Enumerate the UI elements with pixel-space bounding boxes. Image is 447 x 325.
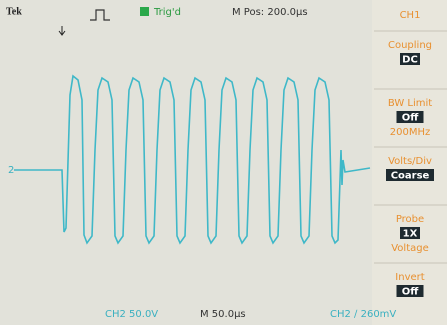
timebase: M 50.0µs — [200, 309, 246, 320]
menu-label: Coupling — [388, 40, 432, 51]
position: M Pos: 200.0µs — [232, 7, 308, 18]
channel-marker: 2 — [8, 165, 14, 176]
menu-value: 1X — [403, 229, 418, 240]
menu-channel: CH1 — [400, 10, 421, 21]
status-light — [140, 7, 149, 16]
scope-screen: Tek Trig'd M Pos: 200.0µs 2 CH1 Coupling… — [0, 0, 447, 325]
trigger-setting: CH2 ∕ 260mV — [330, 309, 396, 320]
menu-detail: 200MHz — [390, 127, 430, 138]
trigger-status: Trig'd — [153, 7, 181, 18]
menu-value: Off — [402, 113, 420, 124]
brand: Tek — [6, 6, 22, 17]
channel-scale: CH2 50.0V — [105, 309, 158, 320]
menu-value: Coarse — [391, 171, 430, 182]
menu-label: Invert — [395, 272, 424, 283]
menu-label: Probe — [396, 214, 424, 225]
menu-value: Off — [402, 287, 420, 298]
page: Tek Trig'd M Pos: 200.0µs 2 CH1 Coupling… — [0, 0, 447, 325]
menu-label: BW Limit — [388, 98, 432, 109]
menu-value: DC — [402, 55, 418, 66]
menu-detail: Voltage — [391, 243, 429, 254]
menu-label: Volts/Div — [388, 156, 432, 167]
